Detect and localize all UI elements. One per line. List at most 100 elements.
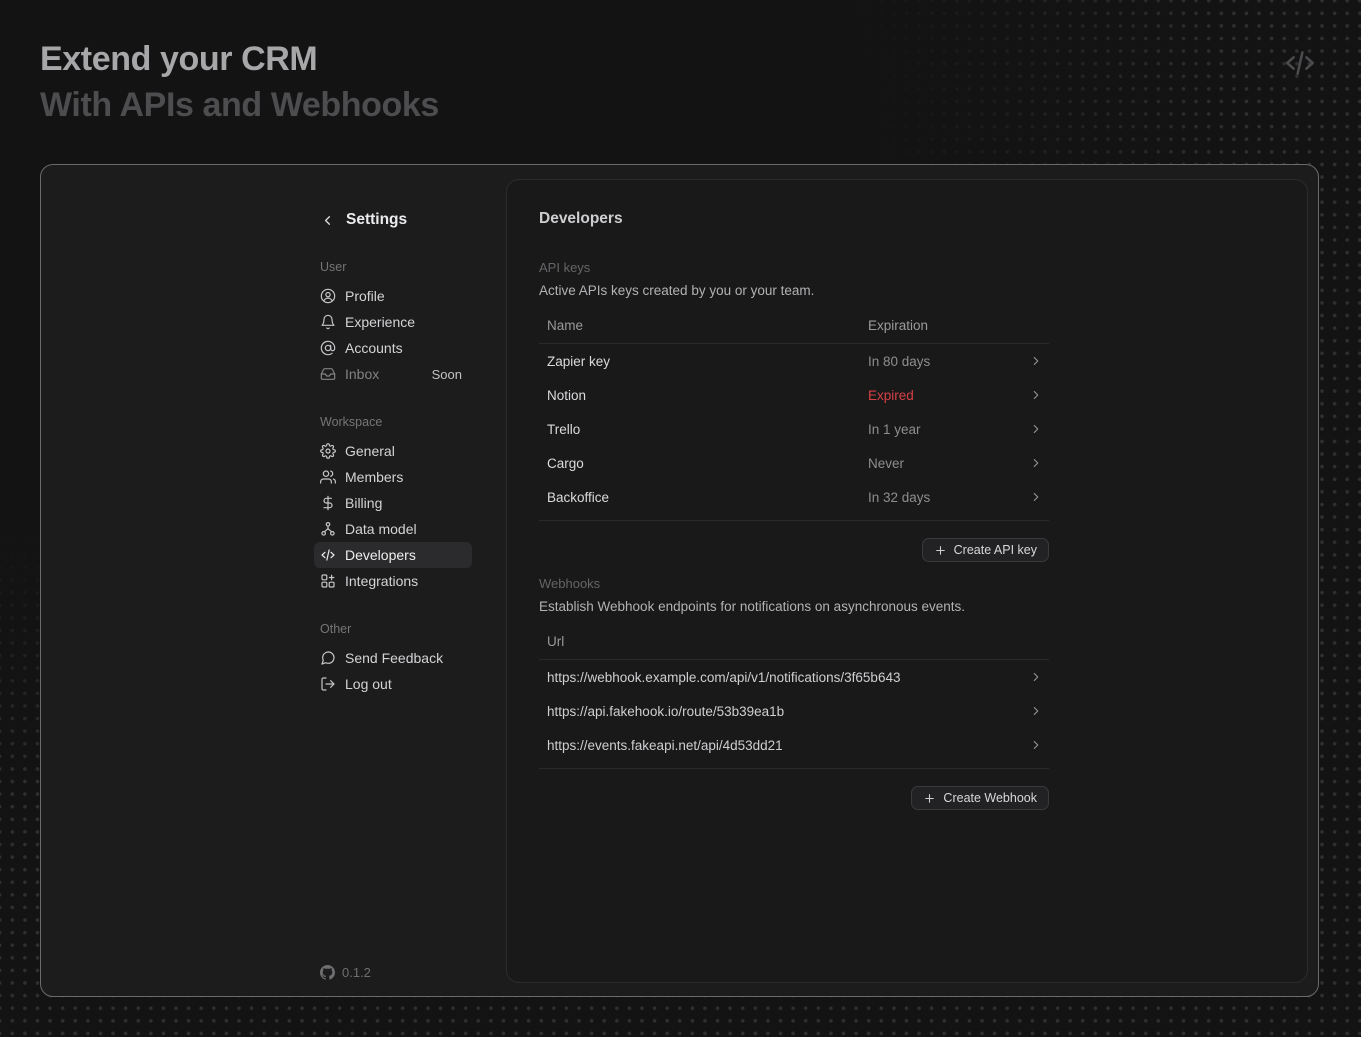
webhook-row[interactable]: https://api.fakehook.io/route/53b39ea1b: [539, 694, 1049, 728]
sidebar-item-label: Send Feedback: [345, 650, 444, 666]
sidebar-item-accounts[interactable]: Accounts: [314, 335, 472, 361]
api-key-expiration: In 1 year: [868, 422, 1049, 437]
developers-panel: Developers API keys Active APIs keys cre…: [506, 179, 1308, 983]
chevron-right-icon: [1029, 422, 1043, 436]
settings-window: Settings User Profile Experience Account…: [40, 164, 1319, 997]
sidebar-item-label: Log out: [345, 676, 392, 692]
api-keys-description: Active APIs keys created by you or your …: [539, 283, 815, 298]
webhook-url: https://webhook.example.com/api/v1/notif…: [547, 669, 901, 685]
api-keys-rows: Zapier key In 80 days Notion Expired: [539, 344, 1049, 521]
section-label-workspace: Workspace: [320, 415, 383, 429]
api-key-name: Cargo: [547, 455, 584, 471]
inbox-icon: [320, 366, 336, 382]
sidebar-item-label: Accounts: [345, 340, 403, 356]
section-label-user: User: [320, 260, 347, 274]
api-key-row[interactable]: Zapier key In 80 days: [539, 344, 1049, 378]
api-key-row[interactable]: Backoffice In 32 days: [539, 480, 1049, 514]
members-icon: [320, 469, 336, 485]
webhooks-table: Url https://webhook.example.com/api/v1/n…: [539, 634, 1049, 769]
sidebar-item-label: Data model: [345, 521, 417, 537]
sidebar-item-send-feedback[interactable]: Send Feedback: [314, 645, 472, 671]
webhooks-description: Establish Webhook endpoints for notifica…: [539, 599, 966, 614]
sidebar-item-integrations[interactable]: Integrations: [314, 568, 472, 594]
webhook-url: https://api.fakehook.io/route/53b39ea1b: [547, 703, 785, 719]
webhooks-section-label: Webhooks: [539, 576, 601, 591]
chevron-right-icon: [1029, 704, 1043, 718]
chevron-right-icon: [1029, 456, 1043, 470]
api-keys-section-label: API keys: [539, 260, 591, 275]
api-key-row[interactable]: Notion Expired: [539, 378, 1049, 412]
user-circle-icon: [320, 288, 336, 304]
page-header: Extend your CRM With APIs and Webhooks: [40, 36, 439, 128]
webhook-row[interactable]: https://webhook.example.com/api/v1/notif…: [539, 660, 1049, 694]
logout-icon: [320, 676, 336, 692]
api-key-name: Zapier key: [547, 353, 611, 369]
chat-bubble-icon: [320, 650, 336, 666]
sidebar-item-label: Developers: [345, 547, 416, 563]
api-key-expiration: In 80 days: [868, 354, 1049, 369]
sidebar-item-developers[interactable]: Developers: [314, 542, 472, 568]
api-keys-table-header: Name Expiration: [539, 318, 1049, 344]
dollar-icon: [320, 495, 336, 511]
version-label: 0.1.2: [342, 964, 371, 980]
column-header-name: Name: [547, 318, 584, 333]
webhook-row[interactable]: https://events.fakeapi.net/api/4d53dd21: [539, 728, 1049, 762]
chevron-right-icon: [1029, 490, 1043, 504]
gear-icon: [320, 443, 336, 459]
api-key-name: Backoffice: [547, 489, 610, 505]
version-link[interactable]: 0.1.2: [320, 961, 371, 983]
sidebar-item-label: Experience: [345, 314, 416, 330]
api-key-expiration: Never: [868, 456, 1049, 471]
create-api-key-label: Create API key: [953, 543, 1037, 557]
create-webhook-button[interactable]: Create Webhook: [911, 786, 1049, 810]
settings-sidebar: Settings User Profile Experience Account…: [314, 165, 514, 996]
bell-icon: [320, 314, 336, 330]
sidebar-item-label: Members: [345, 469, 404, 485]
create-webhook-label: Create Webhook: [943, 791, 1037, 805]
sidebar-item-experience[interactable]: Experience: [314, 309, 472, 335]
api-key-row[interactable]: Cargo Never: [539, 446, 1049, 480]
column-header-expiration: Expiration: [868, 318, 929, 333]
plus-icon: [923, 792, 936, 805]
sidebar-item-label: Profile: [345, 288, 385, 304]
code-icon: [320, 547, 336, 563]
chevron-left-icon[interactable]: [320, 213, 335, 228]
webhooks-rows: https://webhook.example.com/api/v1/notif…: [539, 660, 1049, 769]
column-header-url: Url: [547, 634, 565, 649]
sidebar-item-label: Integrations: [345, 573, 419, 589]
section-label-other: Other: [320, 622, 352, 636]
api-key-name: Trello: [547, 421, 581, 437]
api-key-row[interactable]: Trello In 1 year: [539, 412, 1049, 446]
page-title: Extend your CRM: [40, 40, 318, 78]
panel-title: Developers: [539, 210, 623, 227]
api-key-expiration: Expired: [868, 388, 1049, 403]
sidebar-item-general[interactable]: General: [314, 438, 472, 464]
settings-back-header[interactable]: Settings: [314, 207, 407, 233]
code-icon: [1283, 46, 1317, 85]
chevron-right-icon: [1029, 670, 1043, 684]
at-sign-icon: [320, 340, 336, 356]
integrations-icon: [320, 573, 336, 589]
sidebar-item-members[interactable]: Members: [314, 464, 472, 490]
soon-badge: Soon: [431, 366, 462, 382]
github-icon: [320, 965, 335, 980]
plus-icon: [934, 544, 947, 557]
sidebar-item-log-out[interactable]: Log out: [314, 671, 472, 697]
sidebar-item-label: Inbox: [345, 366, 380, 382]
chevron-right-icon: [1029, 354, 1043, 368]
create-api-key-button[interactable]: Create API key: [921, 538, 1049, 562]
sidebar-item-billing[interactable]: Billing: [314, 490, 472, 516]
api-keys-table: Name Expiration Zapier key In 80 days: [539, 318, 1049, 521]
sidebar-item-label: Billing: [345, 495, 383, 511]
settings-title: Settings: [346, 211, 408, 228]
sidebar-item-inbox: Inbox Soon: [314, 361, 472, 387]
chevron-right-icon: [1029, 738, 1043, 752]
sidebar-item-data-model[interactable]: Data model: [314, 516, 472, 542]
webhooks-table-header: Url: [539, 634, 1049, 660]
page-subtitle: With APIs and Webhooks: [40, 86, 439, 124]
data-model-icon: [320, 521, 336, 537]
api-key-expiration: In 32 days: [868, 490, 1049, 505]
sidebar-item-profile[interactable]: Profile: [314, 283, 472, 309]
sidebar-item-label: General: [345, 443, 395, 459]
chevron-right-icon: [1029, 388, 1043, 402]
